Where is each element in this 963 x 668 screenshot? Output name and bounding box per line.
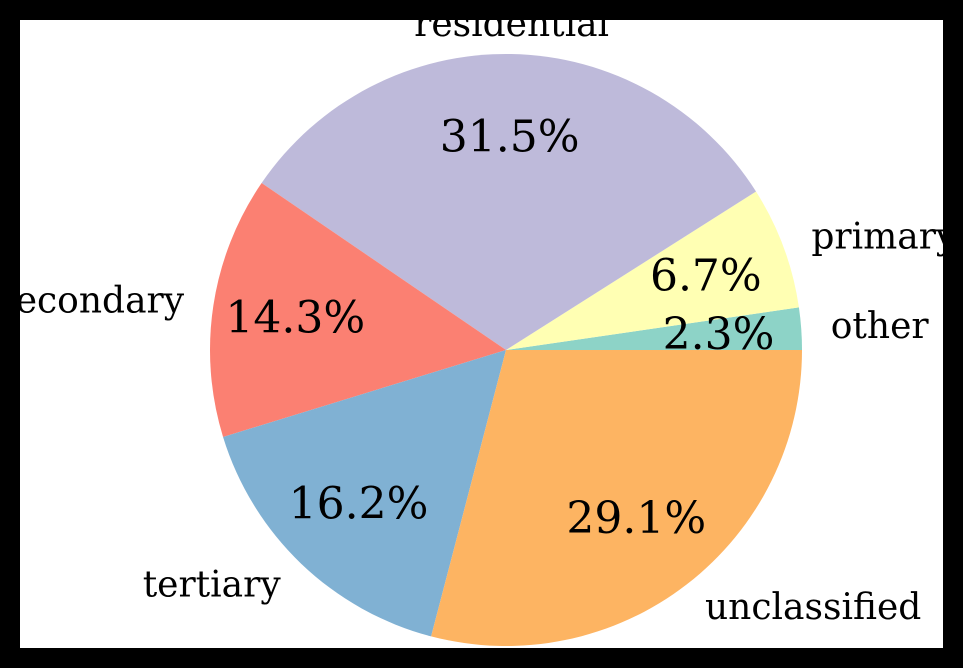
pie-slice-other bbox=[506, 307, 802, 350]
slice-percent-tertiary: 16.2% bbox=[289, 478, 429, 529]
pie-slice-tertiary bbox=[223, 350, 506, 637]
slice-percent-other: 2.3% bbox=[663, 309, 775, 360]
slice-label-other: other bbox=[831, 306, 930, 347]
slice-label-primary: primary bbox=[811, 216, 957, 257]
slice-percent-residential: 31.5% bbox=[440, 111, 580, 162]
pie-slice-secondary bbox=[209, 183, 506, 437]
chart-frame: other primary residential secondary tertiary… bbox=[0, 4, 957, 648]
slice-label-unclassified: unclassified bbox=[705, 587, 921, 628]
slice-percent-primary: 6.7% bbox=[650, 250, 762, 301]
slice-label-secondary: secondary bbox=[0, 281, 185, 322]
pie-slice-primary bbox=[506, 191, 799, 350]
slice-label-residential: residential bbox=[414, 4, 609, 45]
slice-label-tertiary: tertiary bbox=[143, 565, 282, 606]
slice-percent-secondary: 14.3% bbox=[225, 293, 365, 344]
pie-slice-unclassified bbox=[431, 350, 802, 646]
pie-slice-residential bbox=[261, 53, 757, 351]
slice-percent-unclassified: 29.1% bbox=[566, 493, 706, 544]
